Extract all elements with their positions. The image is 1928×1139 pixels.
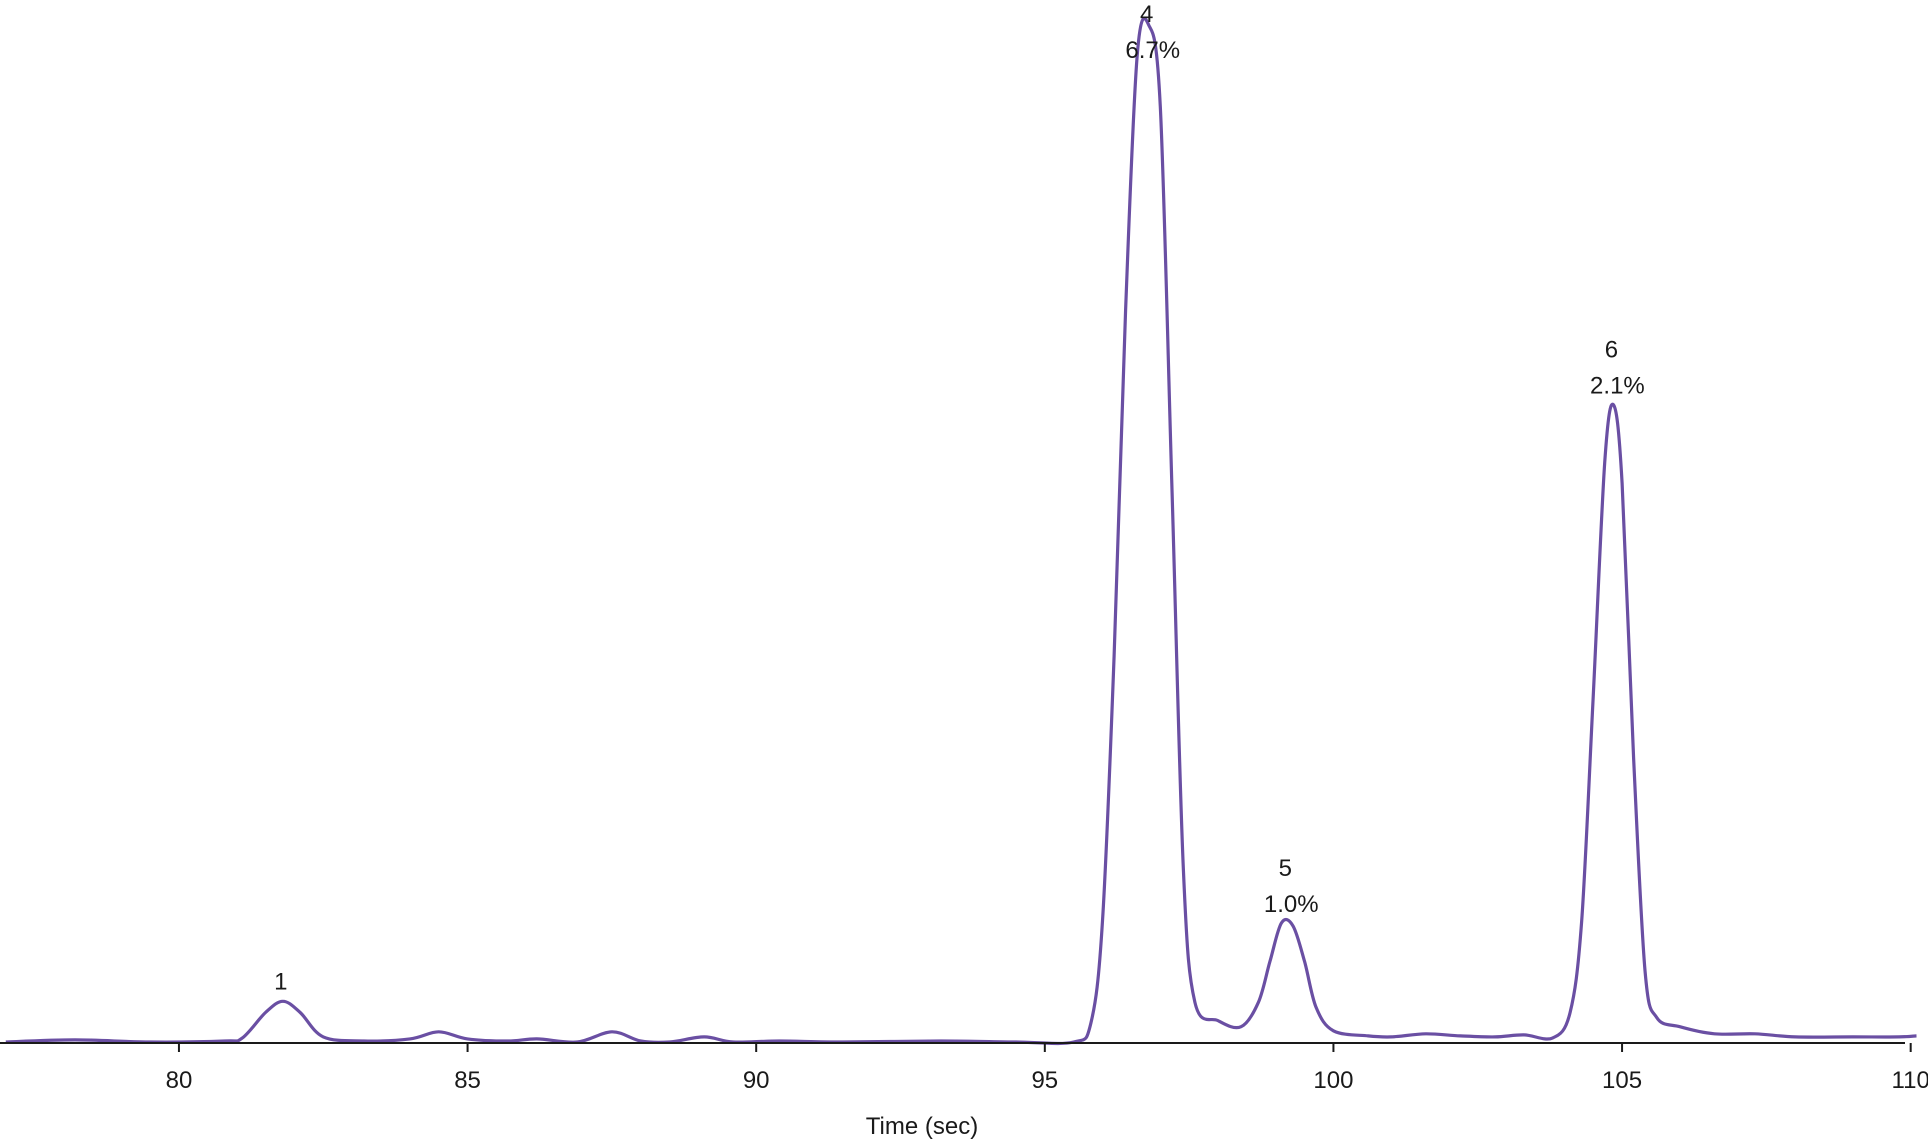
peak-labels: 1 4 6.7% 5 1.0% 6 2.1%: [274, 1, 1645, 995]
x-tick-label: 100: [1313, 1067, 1353, 1094]
peak-number-label: 4: [1140, 1, 1153, 28]
x-tick-label: 105: [1602, 1067, 1642, 1094]
x-tick-label: 110: [1892, 1067, 1928, 1094]
peak-number-label: 1: [274, 968, 287, 995]
x-tick-label: 95: [1031, 1067, 1058, 1094]
x-tick-label: 80: [166, 1067, 193, 1094]
series-line: [5, 16, 1917, 1046]
peak-percent-label: 1.0%: [1264, 891, 1319, 918]
x-axis: 80 85 90 95 100 105 110: [0, 1042, 1928, 1094]
peak-percent-label: 2.1%: [1590, 373, 1645, 400]
peak-percent-label: 6.7%: [1125, 37, 1180, 64]
peak-number-label: 6: [1605, 337, 1618, 364]
x-tick-label: 85: [454, 1067, 481, 1094]
x-tick-label: 90: [743, 1067, 770, 1094]
plot-area: [5, 16, 1917, 1046]
x-axis-title: Time (sec): [866, 1113, 978, 1139]
peak-number-label: 5: [1279, 855, 1292, 882]
